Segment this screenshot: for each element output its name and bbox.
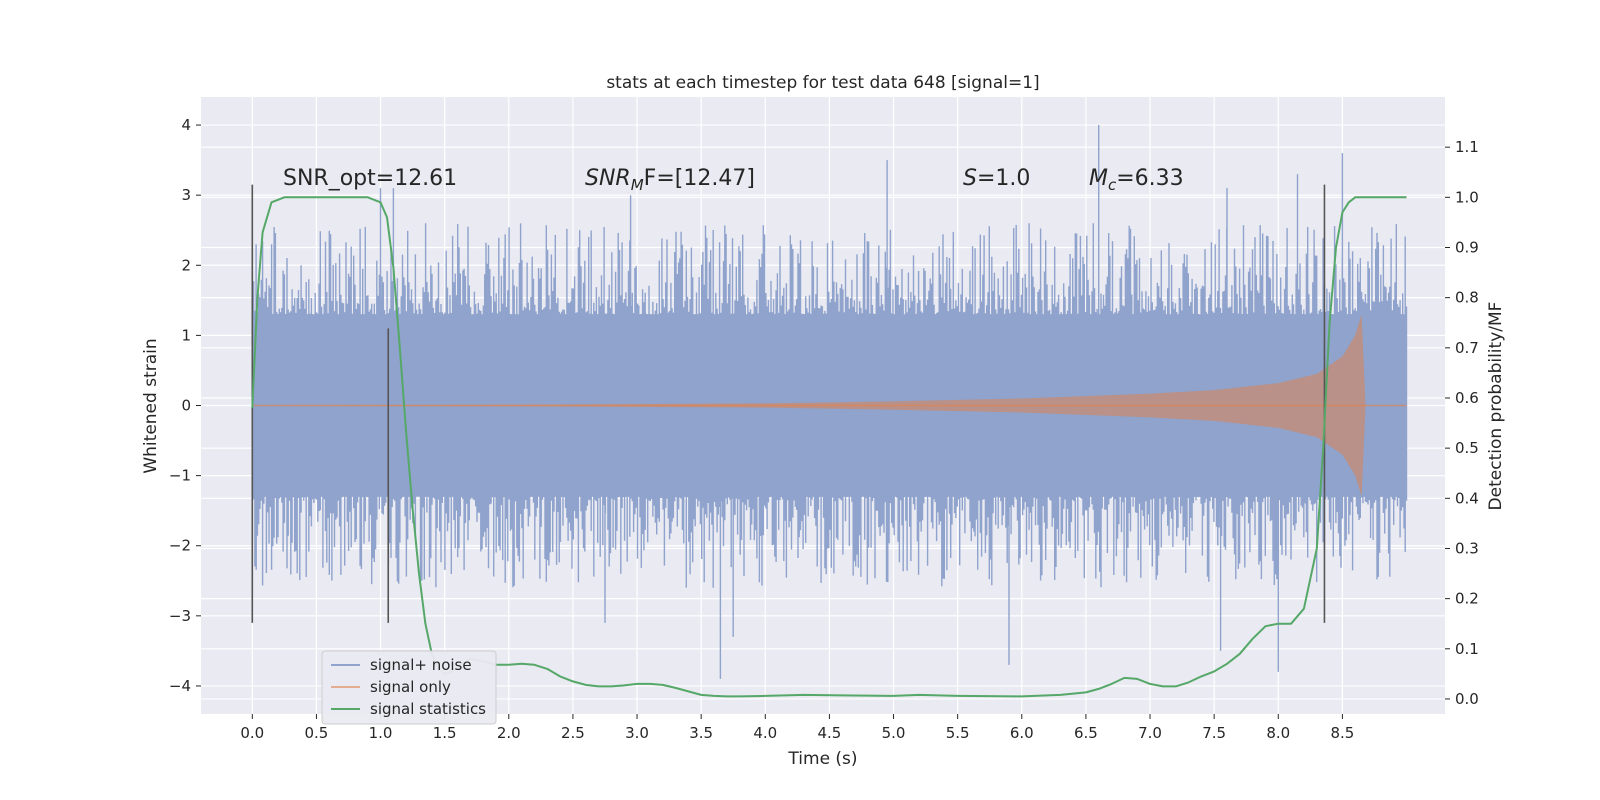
- y-tick-label: −1: [169, 467, 191, 485]
- y2-tick-label: 0.1: [1455, 640, 1479, 658]
- y2-tick-label: 0.6: [1455, 389, 1479, 407]
- x-tick-label: 2.0: [497, 724, 521, 742]
- y-tick-label: 2: [181, 256, 191, 274]
- x-tick-label: 0.5: [304, 724, 328, 742]
- x-axis-ticks: 0.0 0.5 1.0 1.5 2.0 2.5 3.0 3.5 4.0 4.5 5.0 5.5 6.0 6…: [240, 714, 1354, 742]
- x-tick-label: 1.0: [369, 724, 393, 742]
- x-tick-label: 1.5: [433, 724, 457, 742]
- y2-tick-label: 0.2: [1455, 590, 1479, 608]
- y2-axis-ticks: 1.1 1.0 0.9 0.8 0.7 0.6 0.5 0.4 0.3 0.2 0.1 0.0: [1445, 138, 1479, 708]
- signal-statistics-series: [251, 196, 1407, 698]
- chart-title: stats at each timestep for test data 648…: [606, 73, 1039, 93]
- x-tick-label: 2.5: [561, 724, 585, 742]
- y-tick-label: 0: [181, 397, 191, 415]
- legend-label-signal: signal only: [370, 678, 451, 696]
- x-axis-label: Time (s): [787, 749, 857, 769]
- y2-tick-label: 0.5: [1455, 439, 1479, 457]
- y2-tick-label: 0.8: [1455, 289, 1479, 307]
- y2-tick-label: 1.0: [1455, 188, 1479, 206]
- x-tick-label: 7.5: [1202, 724, 1226, 742]
- legend-box: [321, 650, 497, 725]
- x-tick-label: 3.5: [689, 724, 713, 742]
- legend: signal+ noise signal only signal statist…: [321, 650, 497, 725]
- y2-tick-label: 0.7: [1455, 339, 1479, 357]
- annotation-mc: Mc=6.33: [1089, 166, 1184, 194]
- y-tick-label: −3: [169, 607, 191, 625]
- x-tick-label: 5.0: [882, 724, 906, 742]
- y2-tick-label: 0.3: [1455, 539, 1479, 557]
- y2-tick-label: 0.9: [1455, 238, 1479, 256]
- legend-label-stats: signal statistics: [370, 700, 486, 718]
- annotation-snr-opt: SNR_opt=12.61: [283, 166, 457, 191]
- y2-axis-label: Detection probability/MF: [1486, 302, 1506, 511]
- y-tick-label: 3: [181, 186, 191, 204]
- x-tick-label: 0.0: [240, 724, 264, 742]
- y-tick-label: 1: [181, 326, 191, 344]
- annotation-s: S=1.0: [963, 166, 1030, 191]
- x-tick-label: 4.0: [753, 724, 777, 742]
- x-tick-label: 7.0: [1138, 724, 1162, 742]
- x-tick-label: 3.0: [625, 724, 649, 742]
- y-tick-label: −2: [169, 537, 191, 555]
- y2-tick-label: 0.4: [1455, 489, 1479, 507]
- legend-label-noise: signal+ noise: [370, 656, 472, 674]
- signal-statistics-line: [251, 196, 1407, 698]
- x-tick-label: 6.0: [1010, 724, 1034, 742]
- x-tick-label: 4.5: [817, 724, 841, 742]
- signal-only-chirp: [252, 314, 1407, 497]
- x-tick-label: 8.0: [1266, 724, 1290, 742]
- x-tick-label: 6.5: [1074, 724, 1098, 742]
- y-axis-ticks: 4 3 2 1 0 −1 −2 −3 −4: [169, 116, 201, 695]
- annotation-snr-mf: SNRMF=[12.47]: [585, 166, 755, 194]
- y2-tick-label: 1.1: [1455, 138, 1479, 156]
- y-tick-label: −4: [169, 677, 191, 695]
- x-tick-label: 5.5: [946, 724, 970, 742]
- x-tick-label: 8.5: [1330, 724, 1354, 742]
- y-tick-label: 4: [181, 116, 191, 134]
- y-axis-label: Whitened strain: [141, 338, 161, 473]
- y2-tick-label: 0.0: [1455, 690, 1479, 708]
